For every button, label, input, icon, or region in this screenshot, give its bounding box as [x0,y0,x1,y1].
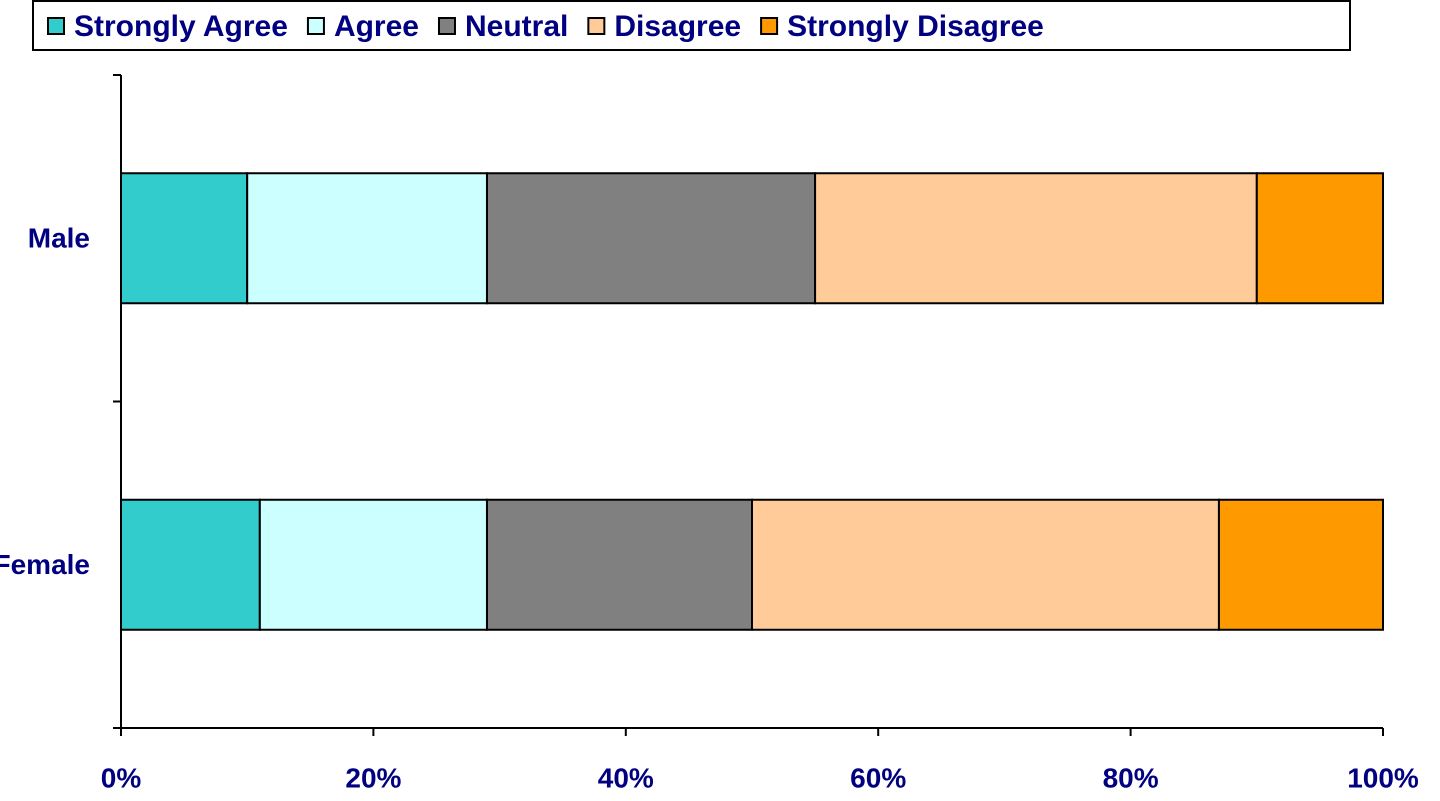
x-tick-label: 0% [101,762,142,793]
y-tick-label: Male [28,223,90,254]
bar-segment [1217,498,1384,631]
legend-swatch [587,17,606,35]
x-tick-label: 100% [1347,762,1419,793]
legend-box [32,0,1351,51]
legend-label: Disagree [614,10,741,43]
y-tick-label: Female [0,549,90,580]
legend-label: Neutral [465,10,568,43]
legend-label: Strongly Disagree [787,10,1044,43]
bar-segment [246,172,488,305]
bar-segment [485,498,753,631]
bar-segment [258,498,488,631]
x-tick-label: 40% [598,762,654,793]
legend-label: Agree [334,10,419,43]
x-tick-label: 80% [1103,762,1159,793]
legend-label: Strongly Agree [74,10,288,43]
bar-segment [751,498,1220,631]
x-tick-label: 60% [850,762,906,793]
bar-segment [120,498,261,631]
bar-segment [485,172,817,305]
bar-segment [814,172,1258,305]
legend-swatch [437,17,456,35]
bar-segment [120,172,249,305]
bar-segment [1255,172,1385,305]
legend-swatch [760,17,779,35]
legend-swatch [47,17,65,35]
x-tick-label: 20% [345,762,401,793]
legend-swatch [306,17,325,35]
